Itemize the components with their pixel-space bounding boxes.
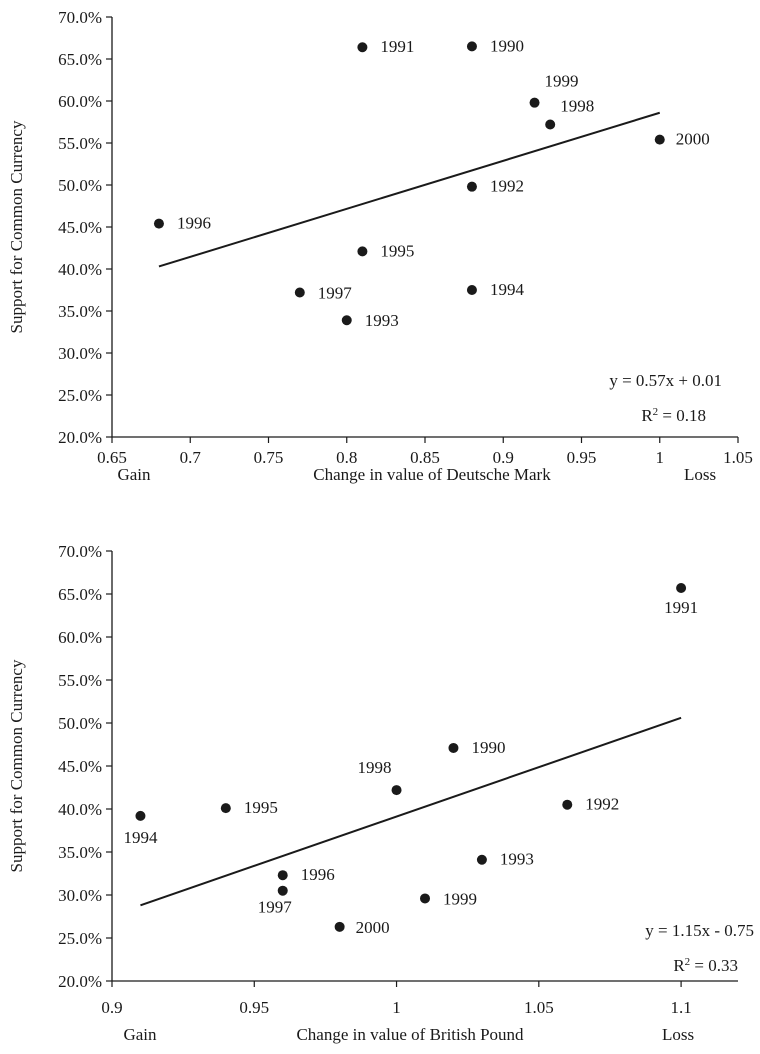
x-tick-label: 0.75	[254, 448, 284, 467]
x-tick-label: 1.1	[670, 998, 691, 1017]
regression-equation: y = 0.57x + 0.01	[609, 371, 722, 390]
point-label-1998: 1998	[358, 758, 392, 777]
x-tick-label: 0.95	[239, 998, 269, 1017]
point-label-1997: 1997	[258, 898, 293, 917]
y-tick-label: 25.0%	[58, 929, 102, 948]
data-point-1997	[294, 287, 305, 298]
data-point-1992	[466, 181, 477, 192]
x-tick-label: 0.8	[336, 448, 357, 467]
regression-equation: y = 1.15x - 0.75	[645, 921, 754, 940]
point-label-1999: 1999	[443, 889, 477, 908]
y-tick-label: 65.0%	[58, 50, 102, 69]
data-point-1990	[448, 742, 459, 753]
x-tick-label: 0.95	[567, 448, 597, 467]
y-tick-label: 35.0%	[58, 302, 102, 321]
data-point-1997	[277, 885, 288, 896]
x-axis-label: Change in value of Deutsche Mark	[313, 465, 551, 484]
data-point-1996	[277, 870, 288, 881]
y-axis-label: Support for Common Currency	[7, 120, 26, 333]
point-label-1999: 1999	[545, 72, 579, 91]
data-point-1993	[341, 315, 352, 326]
y-tick-label: 40.0%	[58, 800, 102, 819]
r-squared-label: R2 = 0.33	[673, 956, 738, 975]
y-tick-label: 60.0%	[58, 92, 102, 111]
y-tick-label: 30.0%	[58, 344, 102, 363]
point-label-1994: 1994	[123, 828, 158, 847]
x-tick-label: 1	[392, 998, 401, 1017]
y-tick-label: 50.0%	[58, 176, 102, 195]
point-label-1991: 1991	[380, 37, 414, 56]
point-label-1990: 1990	[471, 738, 505, 757]
y-tick-label: 65.0%	[58, 585, 102, 604]
data-point-1998	[545, 119, 556, 130]
point-label-1993: 1993	[500, 850, 534, 869]
data-point-1994	[135, 810, 146, 821]
point-label-1992: 1992	[490, 177, 524, 196]
data-point-1992	[562, 799, 573, 810]
loss-label: Loss	[662, 1025, 694, 1044]
british-pound-scatter-chart: 20.0% 25.0% 30.0% 35.0% 40.0% 45.0% 50.0% 55.0%…	[7, 542, 754, 1044]
point-label-1991: 1991	[664, 598, 698, 617]
y-tick-label: 40.0%	[58, 260, 102, 279]
y-tick-label: 70.0%	[58, 542, 102, 561]
gain-label: Gain	[117, 465, 151, 484]
y-axis-label: Support for Common Currency	[7, 659, 26, 872]
data-point-1995	[220, 803, 231, 814]
y-tick-label: 55.0%	[58, 134, 102, 153]
y-tick-label: 20.0%	[58, 972, 102, 991]
point-label-1992: 1992	[585, 795, 619, 814]
y-tick-label: 35.0%	[58, 843, 102, 862]
x-axis-label: Change in value of British Pound	[296, 1025, 524, 1044]
point-label-1996: 1996	[301, 865, 335, 884]
trendline	[158, 111, 661, 268]
data-point-1991	[357, 42, 368, 53]
y-tick-label: 30.0%	[58, 886, 102, 905]
data-point-1993	[476, 854, 487, 865]
data-point-1995	[357, 246, 368, 257]
data-point-1999	[420, 893, 430, 904]
loss-label: Loss	[684, 465, 716, 484]
point-label-1996: 1996	[177, 214, 211, 233]
x-tick-label: 0.9	[101, 998, 122, 1017]
data-point-1999	[529, 97, 540, 108]
x-tick-label: 0.65	[97, 448, 127, 467]
gain-label: Gain	[123, 1025, 157, 1044]
point-label-1995: 1995	[244, 798, 278, 817]
y-tick-label: 20.0%	[58, 428, 102, 447]
y-tick-label: 70.0%	[58, 8, 102, 27]
point-label-1998: 1998	[560, 97, 594, 116]
point-label-1997: 1997	[318, 284, 353, 303]
point-label-2000: 2000	[356, 918, 390, 937]
x-tick-label: 1	[656, 448, 665, 467]
y-tick-label: 50.0%	[58, 714, 102, 733]
data-point-2000	[654, 134, 665, 145]
y-tick-label: 45.0%	[58, 218, 102, 237]
x-tick-label: 1.05	[524, 998, 554, 1017]
point-label-2000: 2000	[676, 130, 710, 149]
y-tick-label: 45.0%	[58, 757, 102, 776]
x-tick-label: 1.05	[723, 448, 753, 467]
point-label-1995: 1995	[380, 241, 414, 260]
deutsche-mark-scatter-chart: 20.0% 25.0% 30.0% 35.0% 40.0% 45.0% 50.0% 55.0%…	[7, 8, 753, 484]
y-tick-label: 25.0%	[58, 386, 102, 405]
point-label-1993: 1993	[365, 311, 399, 330]
data-point-1994	[466, 285, 477, 295]
x-tick-label: 0.9	[493, 448, 514, 467]
x-tick-label: 0.7	[180, 448, 202, 467]
r-squared-label: R2 = 0.18	[641, 406, 706, 425]
point-label-1994: 1994	[490, 280, 525, 299]
data-point-1996	[153, 218, 164, 229]
data-point-1991	[676, 582, 687, 593]
trendline	[140, 716, 682, 907]
data-point-1990	[466, 41, 477, 52]
y-tick-label: 60.0%	[58, 628, 102, 647]
data-point-1998	[391, 785, 402, 796]
point-label-1990: 1990	[490, 36, 524, 55]
data-point-2000	[334, 921, 345, 932]
y-tick-label: 55.0%	[58, 671, 102, 690]
x-tick-label: 0.85	[410, 448, 440, 467]
